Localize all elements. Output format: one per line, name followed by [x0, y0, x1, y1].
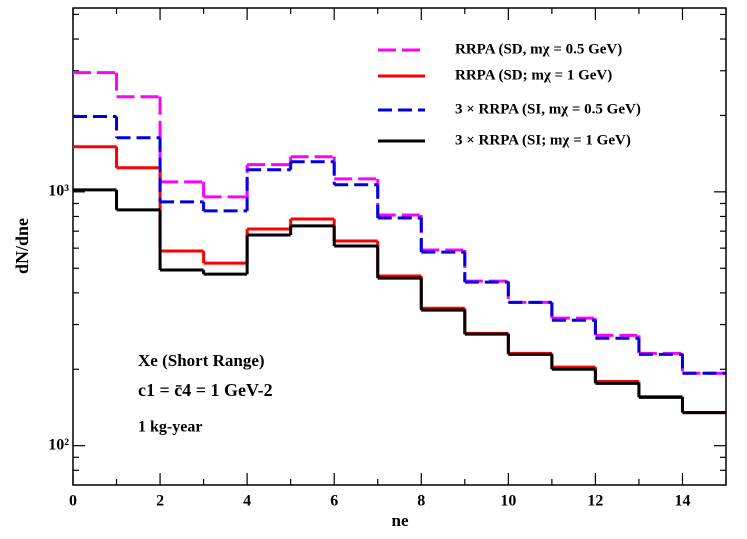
- x-tick-label: 12: [587, 493, 603, 510]
- y-tick-label: 10³: [48, 183, 69, 200]
- x-tick-label: 2: [156, 493, 164, 510]
- x-tick-label: 6: [330, 493, 338, 510]
- annotation: c1 = c̄4 = 1 GeV-2: [138, 380, 273, 400]
- x-tick-label: 0: [69, 493, 77, 510]
- y-axis-label: dN/dne: [12, 218, 32, 274]
- x-axis-label: ne: [392, 511, 409, 530]
- x-tick-label: 10: [500, 493, 516, 510]
- annotation: Xe (Short Range): [138, 351, 265, 370]
- legend-label: RRPA (SD, mχ = 0.5 GeV): [455, 41, 622, 57]
- x-tick-label: 8: [417, 493, 425, 510]
- x-tick-label: 4: [243, 493, 251, 510]
- y-tick-label: 10²: [48, 436, 69, 453]
- legend-label: 3 × RRPA (SI, mχ = 0.5 GeV): [455, 101, 641, 117]
- annotation: 1 kg-year: [138, 419, 202, 436]
- legend-label: 3 × RRPA (SI; mχ = 1 GeV): [455, 132, 631, 148]
- x-tick-label: 14: [674, 493, 690, 510]
- plot-frame: [72, 7, 727, 486]
- legend-label: RRPA (SD; mχ = 1 GeV): [455, 67, 612, 83]
